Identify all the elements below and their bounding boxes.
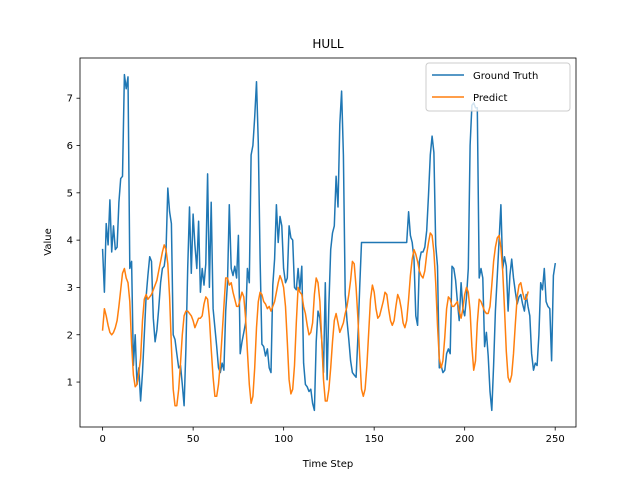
x-tick-label: 200 <box>455 434 474 445</box>
y-tick-label: 5 <box>67 188 73 199</box>
x-tick-label: 150 <box>365 434 384 445</box>
x-tick-label: 0 <box>99 434 105 445</box>
legend-label-predict: Predict <box>473 93 508 104</box>
y-tick-label: 6 <box>67 141 73 152</box>
series-line-ground-truth <box>101 73 557 412</box>
chart-title: HULL <box>312 37 343 51</box>
legend-label-ground-truth: Ground Truth <box>473 71 538 82</box>
y-tick-label: 4 <box>67 236 73 247</box>
x-tick-label: 250 <box>546 434 565 445</box>
series-line-predict <box>101 232 529 407</box>
axes-frame <box>79 57 577 428</box>
legend: Ground Truth Predict <box>425 62 571 112</box>
plot-area: 0 50 100 150 200 250 1 2 3 4 5 6 7 <box>67 57 577 445</box>
y-tick-label: 7 <box>67 94 73 105</box>
y-axis-label: Value <box>43 228 54 255</box>
y-tick-label: 3 <box>67 283 73 294</box>
x-tick-label: 50 <box>187 434 200 445</box>
x-tick-label: 100 <box>274 434 293 445</box>
y-tick-label: 1 <box>67 378 73 389</box>
x-axis-label: Time Step <box>302 459 353 470</box>
y-tick-label: 2 <box>67 330 73 341</box>
